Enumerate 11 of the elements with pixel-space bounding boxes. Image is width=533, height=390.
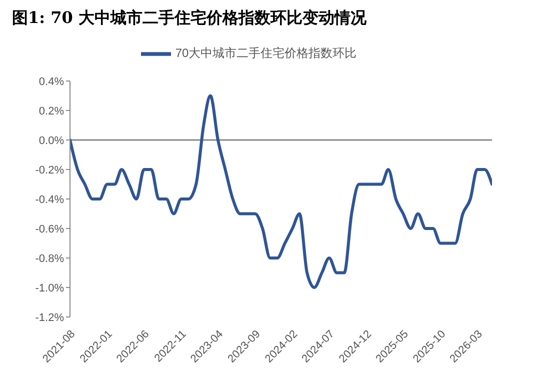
y-tick-label: -0.4% <box>35 194 64 206</box>
y-tick-label: 0.0% <box>38 134 64 147</box>
y-tick-label: -0.8% <box>35 252 64 265</box>
y-tick-label: -1.2% <box>35 312 64 324</box>
y-tick-label: -1.0% <box>35 282 64 294</box>
chart-title: 图1: 70 大中城市二手住宅价格指数环比变动情况 <box>12 8 368 29</box>
y-tick-label: 0.2% <box>38 105 64 118</box>
y-tick-label: -0.2% <box>35 164 64 176</box>
legend-label: 70大中城市二手住宅价格指数环比 <box>175 46 357 60</box>
y-tick-label: 0.4% <box>38 76 64 88</box>
y-tick-label: -0.6% <box>35 223 64 236</box>
